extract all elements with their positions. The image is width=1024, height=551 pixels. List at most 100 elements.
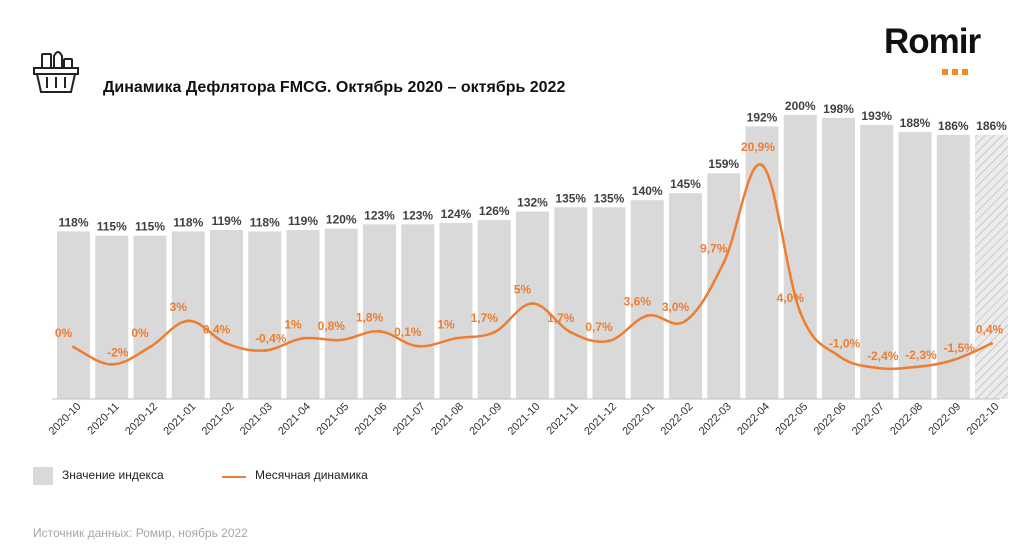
bar-label: 200% xyxy=(785,99,816,113)
line-point xyxy=(148,345,152,349)
legend-swatch-line xyxy=(222,476,246,478)
x-tick-label: 2021-05 xyxy=(314,401,351,438)
line-point xyxy=(990,342,993,346)
bar xyxy=(133,235,167,399)
line-label: 0% xyxy=(55,326,73,340)
x-tick-label: 2022-04 xyxy=(735,401,772,438)
line-point xyxy=(837,354,840,358)
line-point xyxy=(225,342,228,346)
line-point xyxy=(951,358,955,362)
bar-label: 123% xyxy=(402,208,433,222)
logo-text: Romir xyxy=(884,22,981,61)
x-tick-label: 2022-05 xyxy=(773,401,810,438)
bar-label: 115% xyxy=(135,220,165,234)
line-label: 0,1% xyxy=(394,325,422,339)
x-tick-label: 2022-07 xyxy=(850,401,887,438)
line-point xyxy=(378,329,381,333)
x-tick-label: 2021-01 xyxy=(161,401,198,438)
bar xyxy=(439,222,473,399)
bar-label: 126% xyxy=(479,204,510,218)
line-label: 5% xyxy=(514,283,532,297)
x-tick-label: 2021-06 xyxy=(353,401,390,438)
line-point xyxy=(798,310,802,314)
logo-dot xyxy=(952,69,958,75)
x-tick-label: 2021-04 xyxy=(276,401,313,438)
line-point xyxy=(416,344,420,348)
monthly-line xyxy=(72,163,992,371)
bar xyxy=(324,228,358,399)
logo-dots xyxy=(942,62,972,80)
line-label: -2,4% xyxy=(867,349,899,363)
bar xyxy=(975,134,1008,399)
line-point xyxy=(722,261,726,265)
bar-label: 118% xyxy=(173,215,203,229)
basket-icon xyxy=(28,46,84,96)
line-label: 3,0% xyxy=(662,300,690,314)
line-point xyxy=(531,302,534,305)
line-point xyxy=(186,319,190,323)
line-label: 0,4% xyxy=(976,323,1004,337)
chart-title: Динамика Дефлятора FMCG. Октябрь 2020 – … xyxy=(103,79,566,96)
x-tick-label: 2022-10 xyxy=(965,401,1002,438)
line-point xyxy=(301,336,305,340)
line-point xyxy=(454,336,458,340)
bar xyxy=(745,126,779,400)
bar xyxy=(860,124,894,399)
logo-dot xyxy=(962,69,968,75)
bar-label: 118% xyxy=(250,215,280,229)
bar xyxy=(783,115,817,399)
line-label: 3,6% xyxy=(624,295,652,309)
line-label: 1% xyxy=(437,317,455,331)
line-label: 1% xyxy=(284,317,302,331)
bar xyxy=(171,231,205,399)
line-label: 0,8% xyxy=(318,319,346,333)
bar xyxy=(592,207,626,399)
bar xyxy=(898,132,932,400)
line-point xyxy=(569,330,573,334)
line-point xyxy=(263,348,267,352)
line-label: -2% xyxy=(107,345,129,359)
bar xyxy=(630,200,664,399)
bar xyxy=(286,230,320,399)
line-point xyxy=(110,362,114,366)
line-label: 9,7% xyxy=(700,242,728,256)
bar xyxy=(516,211,549,399)
line-label: 0% xyxy=(131,326,149,340)
bar xyxy=(57,231,90,399)
bar-label: 192% xyxy=(747,110,778,124)
x-tick-label: 2022-01 xyxy=(620,401,657,438)
x-tick-label: 2021-08 xyxy=(429,401,466,438)
x-tick-label: 2021-07 xyxy=(391,401,428,438)
romir-logo: Romir xyxy=(884,22,1014,75)
line-point xyxy=(875,366,879,370)
bar-label: 120% xyxy=(326,213,357,227)
bar-label: 119% xyxy=(288,214,318,228)
x-tick-label: 2021-09 xyxy=(467,401,504,438)
line-label: 1,7% xyxy=(547,311,575,325)
x-tick-label: 2022-03 xyxy=(697,401,734,438)
line-point xyxy=(913,365,917,369)
bar xyxy=(363,224,396,399)
bar-label: 193% xyxy=(861,109,892,123)
bar-label: 159% xyxy=(708,157,739,171)
line-label: 0,4% xyxy=(203,323,231,337)
bar-label: 135% xyxy=(555,191,586,205)
line-point xyxy=(339,338,343,342)
bar xyxy=(210,230,243,399)
bar xyxy=(95,235,129,399)
bar-label: 135% xyxy=(594,191,625,205)
bar xyxy=(822,117,855,399)
legend-line-label: Месячная динамика xyxy=(255,468,368,482)
bar-label: 186% xyxy=(938,119,969,133)
line-point xyxy=(492,330,496,334)
source-note: Источник данных: Ромир, ноябрь 2022 xyxy=(33,526,248,540)
line-point xyxy=(645,314,649,318)
bar-label: 123% xyxy=(364,208,395,222)
line-label: 4,0% xyxy=(777,291,805,305)
x-tick-label: 2020-12 xyxy=(123,401,160,438)
bar xyxy=(477,220,511,399)
x-tick-label: 2021-10 xyxy=(506,401,543,438)
logo-dot xyxy=(942,69,948,75)
x-tick-label: 2022-08 xyxy=(888,401,925,438)
